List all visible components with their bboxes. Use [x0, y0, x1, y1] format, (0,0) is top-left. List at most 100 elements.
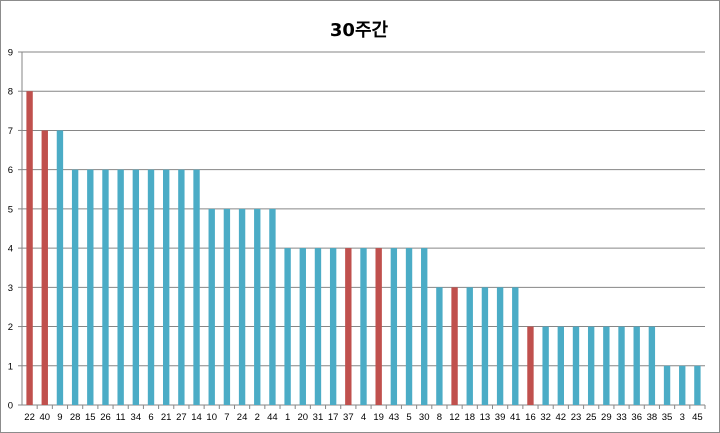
- x-tick-label: 16: [525, 412, 536, 423]
- bar: [284, 248, 291, 405]
- x-tick-label: 4: [361, 412, 366, 423]
- x-tick-label: 21: [161, 412, 172, 423]
- bar: [178, 169, 185, 405]
- x-tick-label: 27: [176, 412, 187, 423]
- x-tick-label: 35: [662, 412, 673, 423]
- bar: [694, 365, 701, 405]
- bar: [269, 208, 276, 405]
- bar: [466, 287, 473, 405]
- bar: [587, 326, 595, 405]
- bar-highlighted: [451, 287, 458, 405]
- x-tick-label: 34: [131, 412, 142, 423]
- x-tick-label: 17: [328, 412, 339, 423]
- x-tick-label: 2: [255, 412, 260, 423]
- x-tick-label: 38: [647, 412, 658, 423]
- x-tick-label: 28: [70, 412, 81, 423]
- y-tick-label: 6: [8, 165, 13, 176]
- x-tick-label: 41: [510, 412, 521, 423]
- bar: [132, 169, 140, 405]
- x-tick-label: 9: [57, 412, 62, 423]
- bar: [147, 169, 155, 405]
- x-tick-label: 26: [100, 412, 111, 423]
- bar: [193, 169, 200, 405]
- x-tick-label: 45: [692, 412, 703, 423]
- x-tick-label: 44: [267, 412, 278, 423]
- x-tick-label: 10: [206, 412, 217, 423]
- bar: [572, 326, 580, 405]
- bar: [512, 287, 519, 405]
- x-tick-label: 18: [464, 412, 475, 423]
- x-tick-label: 25: [586, 412, 597, 423]
- bar: [633, 326, 640, 405]
- x-tick-label: 30: [419, 412, 430, 423]
- bar: [618, 326, 625, 405]
- bar: [496, 287, 504, 405]
- bar-highlighted: [375, 248, 382, 405]
- bar: [603, 326, 610, 405]
- x-tick-label: 19: [373, 412, 384, 423]
- bar-highlighted: [26, 91, 33, 405]
- bar: [390, 248, 398, 405]
- x-tick-label: 31: [313, 412, 324, 423]
- x-tick-label: 24: [237, 412, 248, 423]
- bar: [663, 365, 671, 405]
- x-tick-label: 36: [631, 412, 642, 423]
- bar: [87, 169, 94, 405]
- x-tick-label: 6: [148, 412, 153, 423]
- bar: [360, 248, 367, 405]
- y-tick-label: 5: [8, 204, 13, 215]
- bar-highlighted: [345, 248, 352, 405]
- bar: [542, 326, 549, 405]
- y-tick-label: 4: [8, 244, 13, 255]
- x-tick-label: 23: [571, 412, 582, 423]
- x-tick-label: 14: [191, 412, 202, 423]
- bar: [679, 365, 686, 405]
- y-tick-label: 2: [8, 322, 13, 333]
- bar: [208, 208, 215, 405]
- bar: [102, 169, 109, 405]
- bar: [314, 248, 322, 405]
- bar-highlighted: [527, 326, 534, 405]
- y-tick-label: 0: [8, 401, 13, 412]
- x-tick-label: 33: [616, 412, 627, 423]
- bar-highlighted: [41, 130, 48, 405]
- bar: [71, 169, 79, 405]
- bar: [329, 248, 337, 405]
- bar: [648, 326, 656, 405]
- x-tick-label: 12: [449, 412, 460, 423]
- x-tick-label: 22: [24, 412, 35, 423]
- x-tick-label: 29: [601, 412, 612, 423]
- y-tick-label: 3: [8, 283, 13, 294]
- bar: [254, 208, 261, 405]
- x-tick-label: 13: [480, 412, 491, 423]
- bar: [299, 248, 306, 405]
- bar: [405, 248, 413, 405]
- bar: [557, 326, 564, 405]
- y-tick-label: 8: [8, 87, 13, 98]
- chart-title: 30주간: [329, 20, 389, 41]
- y-tick-label: 1: [8, 361, 13, 372]
- x-tick-label: 20: [297, 412, 308, 423]
- x-tick-label: 7: [224, 412, 229, 423]
- x-tick-label: 40: [39, 412, 50, 423]
- bar: [421, 248, 428, 405]
- bar: [223, 208, 231, 405]
- x-tick-label: 3: [680, 412, 685, 423]
- bar: [436, 287, 443, 405]
- x-tick-label: 39: [495, 412, 506, 423]
- x-tick-label: 43: [389, 412, 400, 423]
- x-tick-label: 37: [343, 412, 354, 423]
- x-tick-label: 11: [116, 412, 126, 423]
- x-tick-label: 32: [540, 412, 551, 423]
- bar: [56, 130, 64, 405]
- x-tick-label: 1: [285, 412, 290, 423]
- x-tick-label: 5: [406, 412, 411, 423]
- y-tick-label: 9: [8, 48, 13, 59]
- x-tick-label: 42: [556, 412, 567, 423]
- x-tick-label: 15: [85, 412, 96, 423]
- bar: [238, 208, 246, 405]
- y-tick-label: 7: [8, 126, 13, 137]
- bar: [481, 287, 489, 405]
- x-tick-label: 8: [437, 412, 442, 423]
